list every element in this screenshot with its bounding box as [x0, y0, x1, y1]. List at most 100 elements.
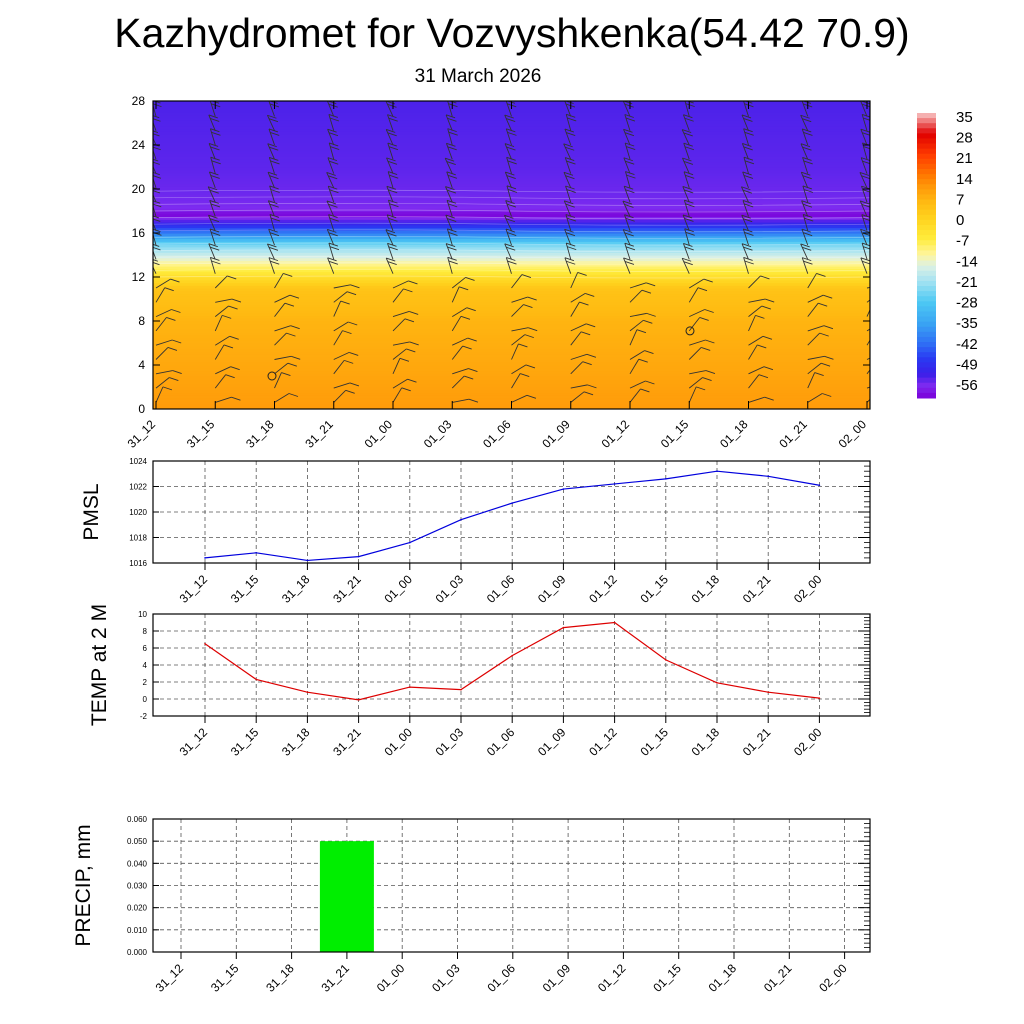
wind-barb-feather: [882, 352, 891, 355]
wind-barb: [866, 339, 870, 346]
temperature-band: [153, 326, 870, 330]
wind-barb-feather: [800, 243, 810, 248]
temperature-band: [153, 340, 870, 344]
wind-barb: [328, 242, 335, 260]
wind-barb-feather: [445, 114, 456, 119]
wind-barb: [327, 128, 335, 146]
x-tick-label: 01_12: [586, 572, 620, 606]
wind-barb-feather: [210, 146, 220, 151]
wind-barb: [807, 362, 822, 375]
y-tick-label: 0.010: [127, 926, 148, 935]
wind-barb: [392, 387, 403, 403]
wind-barb-feather: [328, 260, 339, 265]
wind-barb-feather: [682, 186, 692, 190]
wind-barb-feather: [407, 378, 417, 383]
wind-barb: [565, 242, 572, 260]
wind-barb: [688, 287, 699, 303]
wind-barb-feather: [742, 171, 752, 176]
wind-barb-feather: [387, 86, 396, 89]
wind-barb: [333, 351, 350, 360]
wind-barb: [570, 323, 587, 332]
wind-barb-feather: [624, 86, 633, 89]
wind-barb: [387, 171, 394, 189]
wind-barb-feather: [682, 257, 692, 262]
wind-barb: [392, 288, 404, 303]
wind-barb: [153, 232, 157, 246]
wind-barb-feather: [802, 257, 812, 262]
temperature-band: [153, 180, 870, 185]
x-tick-label: 31_18: [243, 417, 277, 451]
temperature-band: [153, 205, 870, 209]
temperature-band: [153, 197, 870, 201]
wind-barb-feather: [268, 246, 279, 251]
temperature-band: [153, 191, 870, 196]
wind-barb-feather: [743, 228, 753, 233]
wind-barb-feather: [446, 189, 457, 194]
wind-barb: [447, 101, 453, 117]
wind-barb: [392, 358, 401, 374]
wind-barb-feather: [641, 289, 652, 294]
wind-barb: [445, 186, 453, 203]
wind-barb: [447, 128, 453, 146]
colorbar-swatch: [917, 184, 936, 190]
wind-barb: [743, 101, 749, 117]
wind-barb: [866, 299, 870, 303]
wind-barb-feather: [349, 351, 359, 356]
temperature-band: [153, 345, 870, 350]
wind-barb: [504, 143, 512, 160]
wind-barb-feather: [524, 334, 534, 339]
x-tick-label: 02_00: [816, 961, 850, 995]
wind-barb: [622, 229, 631, 246]
wind-barb-feather: [802, 156, 812, 161]
wind-barb-feather: [329, 160, 339, 165]
wind-barb-feather: [563, 171, 574, 176]
wind-barb: [447, 257, 453, 274]
contour-line: [153, 222, 870, 226]
wind-barb: [861, 114, 868, 131]
wind-barb: [446, 171, 453, 189]
wind-barb-feather: [646, 282, 656, 287]
temperature-band: [153, 268, 870, 273]
wind-barb: [801, 200, 809, 217]
wind-barb-feather: [862, 86, 871, 89]
colorbar-swatch: [917, 316, 936, 323]
temperature-band: [153, 136, 870, 141]
x-tick-label: 01_21: [740, 725, 774, 759]
wind-barb-feather: [626, 146, 636, 151]
colorbar-swatch: [917, 352, 936, 358]
wind-barb-feather: [683, 171, 694, 176]
wind-barb-feather: [408, 280, 418, 285]
wind-barb: [214, 344, 225, 360]
wind-barb: [629, 329, 638, 346]
colorbar-swatch: [917, 392, 936, 399]
wind-barb-feather: [445, 214, 455, 219]
wind-barb: [682, 157, 690, 174]
wind-barb: [570, 301, 580, 317]
wind-barb-feather: [153, 171, 160, 176]
temperature-band: [153, 153, 870, 157]
wind-barb: [629, 380, 646, 389]
wind-barb-feather: [701, 346, 711, 351]
wind-barb: [215, 298, 233, 303]
temperature-band: [153, 120, 870, 124]
wind-barb: [267, 143, 275, 160]
wind-barb-feather: [587, 384, 597, 389]
temperature-band: [153, 123, 870, 127]
wind-barb: [208, 243, 216, 260]
wind-barb-feather: [624, 261, 635, 265]
wind-barb-feather: [684, 117, 694, 122]
wind-barb-feather: [861, 175, 870, 180]
wind-barb: [807, 325, 825, 332]
wind-barb: [629, 319, 644, 332]
wind-barb: [683, 200, 690, 217]
temperature-band: [153, 266, 870, 270]
wind-barb-feather: [153, 118, 161, 122]
wind-barb-feather: [210, 246, 220, 251]
temperature-band: [153, 246, 870, 251]
wind-barb: [274, 362, 289, 375]
wind-barb: [807, 302, 819, 317]
temperature-field: [153, 86, 891, 409]
wind-barb-feather: [802, 101, 812, 104]
wind-barb-feather: [153, 158, 159, 162]
wind-barb: [268, 128, 275, 146]
